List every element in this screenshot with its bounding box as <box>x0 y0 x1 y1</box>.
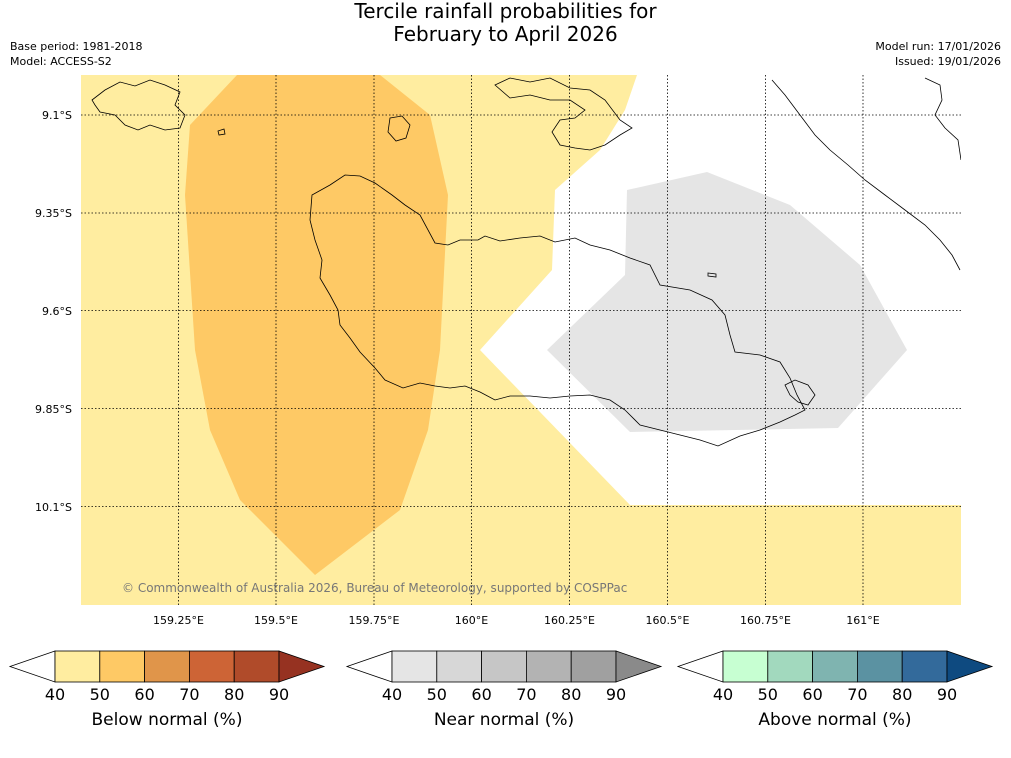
colorbar-above-extend-low <box>676 650 724 683</box>
colorbar-below-extend-high <box>278 650 326 683</box>
colorbar-near-segment-4 <box>526 650 572 683</box>
lon-tick-160: 160°E <box>455 614 488 627</box>
meta-right: Model run: 17/01/2026 Issued: 19/01/2026 <box>875 39 1001 69</box>
colorbar-near-tick-90: 90 <box>606 685 626 704</box>
colorbar-above-segment-2 <box>767 650 813 683</box>
coastline-islet-1 <box>217 128 226 136</box>
title-line-2: February to April 2026 <box>393 22 618 46</box>
colorbar-above-segment-4 <box>857 650 903 683</box>
copyright-text: © Commonwealth of Australia 2026, Bureau… <box>122 581 627 595</box>
colorbar-near-tick-40: 40 <box>382 685 402 704</box>
colorbar-above-extend-high <box>946 650 994 683</box>
colorbar-above-segment-1 <box>722 650 769 683</box>
colorbar-below-segment-2 <box>99 650 146 683</box>
colorbar-above-tick-70: 70 <box>847 685 867 704</box>
lat-tick-9-35: 9.35°S <box>35 207 72 220</box>
lat-tick-10-1: 10.1°S <box>35 501 72 514</box>
coastline-east-tip <box>784 379 816 406</box>
colorbar-below-segment-4 <box>188 650 235 683</box>
coastline-northwest <box>91 79 186 131</box>
colorbar-above-label: Above normal (%) <box>758 710 911 730</box>
lon-tick-161: 161°E <box>846 614 879 627</box>
colorbar-near-segment-5 <box>570 650 617 683</box>
colorbar-above-tick-50: 50 <box>758 685 778 704</box>
colorbar-near-segment-2 <box>436 650 482 683</box>
colorbar-below-tick-40: 40 <box>45 685 65 704</box>
colorbar-near: 40 50 60 70 80 90 Near normal (%) <box>345 650 663 730</box>
colorbar-near-label: Near normal (%) <box>434 710 574 730</box>
colorbar-near-segment-3 <box>481 650 527 683</box>
lat-tick-labels: 9.1°S 9.35°S 9.6°S 9.85°S 10.1°S <box>35 109 72 514</box>
coastline-north-cluster <box>494 77 633 151</box>
colorbar-near-extend-low <box>345 650 393 683</box>
colorbar-near-tick-80: 80 <box>561 685 581 704</box>
colorbar-below: 40 50 60 70 80 90 Below normal (%) <box>8 650 326 730</box>
colorbar-below-tick-50: 50 <box>90 685 110 704</box>
lon-tick-160-25: 160.25°E <box>544 614 595 627</box>
coastline-main-island <box>309 174 806 447</box>
colorbar-below-segment-3 <box>144 650 190 683</box>
colorbar-below-label: Below normal (%) <box>92 710 243 730</box>
title-line-1: Tercile rainfall probabilities for <box>354 0 657 23</box>
base-period-text: Base period: 1981-2018 <box>10 40 143 53</box>
meta-left: Base period: 1981-2018 Model: ACCESS-S2 <box>10 39 142 69</box>
lon-tick-labels: 159.25°E 159.5°E 159.75°E 160°E 160.25°E… <box>153 614 880 627</box>
below-normal-50-60-region <box>185 75 448 575</box>
coastline-northeast <box>771 79 961 271</box>
colorbar-above-tick-80: 80 <box>892 685 912 704</box>
colorbar-above-tick-60: 60 <box>802 685 822 704</box>
gridlines <box>81 75 961 605</box>
coastline-islet-2 <box>707 272 717 278</box>
colorbar-near-tick-50: 50 <box>427 685 447 704</box>
model-run-text: Model run: 17/01/2026 <box>875 40 1001 53</box>
colorbar-below-segment-5 <box>233 650 280 683</box>
colorbar-near-segment-1 <box>391 650 438 683</box>
colorbar-above-tick-40: 40 <box>713 685 733 704</box>
colorbar-above: 40 50 60 70 80 90 Above normal (%) <box>676 650 994 730</box>
colorbars: 40 50 60 70 80 90 Below normal (%) 40 50 60 70 80 90… <box>8 650 994 730</box>
colorbar-below-extend-low <box>8 650 56 683</box>
colorbar-near-tick-70: 70 <box>516 685 536 704</box>
colorbar-below-tick-80: 80 <box>224 685 244 704</box>
lat-tick-9-85: 9.85°S <box>35 403 72 416</box>
colorbar-above-tick-90: 90 <box>937 685 957 704</box>
lon-tick-159-25: 159.25°E <box>153 614 204 627</box>
colorbar-above-segment-3 <box>812 650 858 683</box>
chart-title: Tercile rainfall probabilities for Febru… <box>0 0 1011 46</box>
lon-tick-160-75: 160.75°E <box>740 614 791 627</box>
colorbar-near-tick-60: 60 <box>471 685 491 704</box>
colorbar-above-segment-5 <box>901 650 948 683</box>
lon-tick-159-75: 159.75°E <box>349 614 400 627</box>
lat-tick-9-1: 9.1°S <box>42 109 72 122</box>
issued-text: Issued: 19/01/2026 <box>894 55 1001 68</box>
colorbar-below-tick-90: 90 <box>269 685 289 704</box>
map-panel: © Commonwealth of Australia 2026, Bureau… <box>81 75 961 605</box>
lon-tick-159-5: 159.5°E <box>254 614 298 627</box>
colorbar-near-extend-high <box>615 650 663 683</box>
lat-tick-9-6: 9.6°S <box>42 305 72 318</box>
near-normal-40-50-region <box>547 172 907 432</box>
lon-tick-160-5: 160.5°E <box>646 614 690 627</box>
model-text: Model: ACCESS-S2 <box>10 55 112 68</box>
colorbar-below-segment-1 <box>54 650 101 683</box>
colorbar-below-tick-70: 70 <box>179 685 199 704</box>
coastline-small-island <box>387 115 411 142</box>
colorbar-below-tick-60: 60 <box>134 685 154 704</box>
